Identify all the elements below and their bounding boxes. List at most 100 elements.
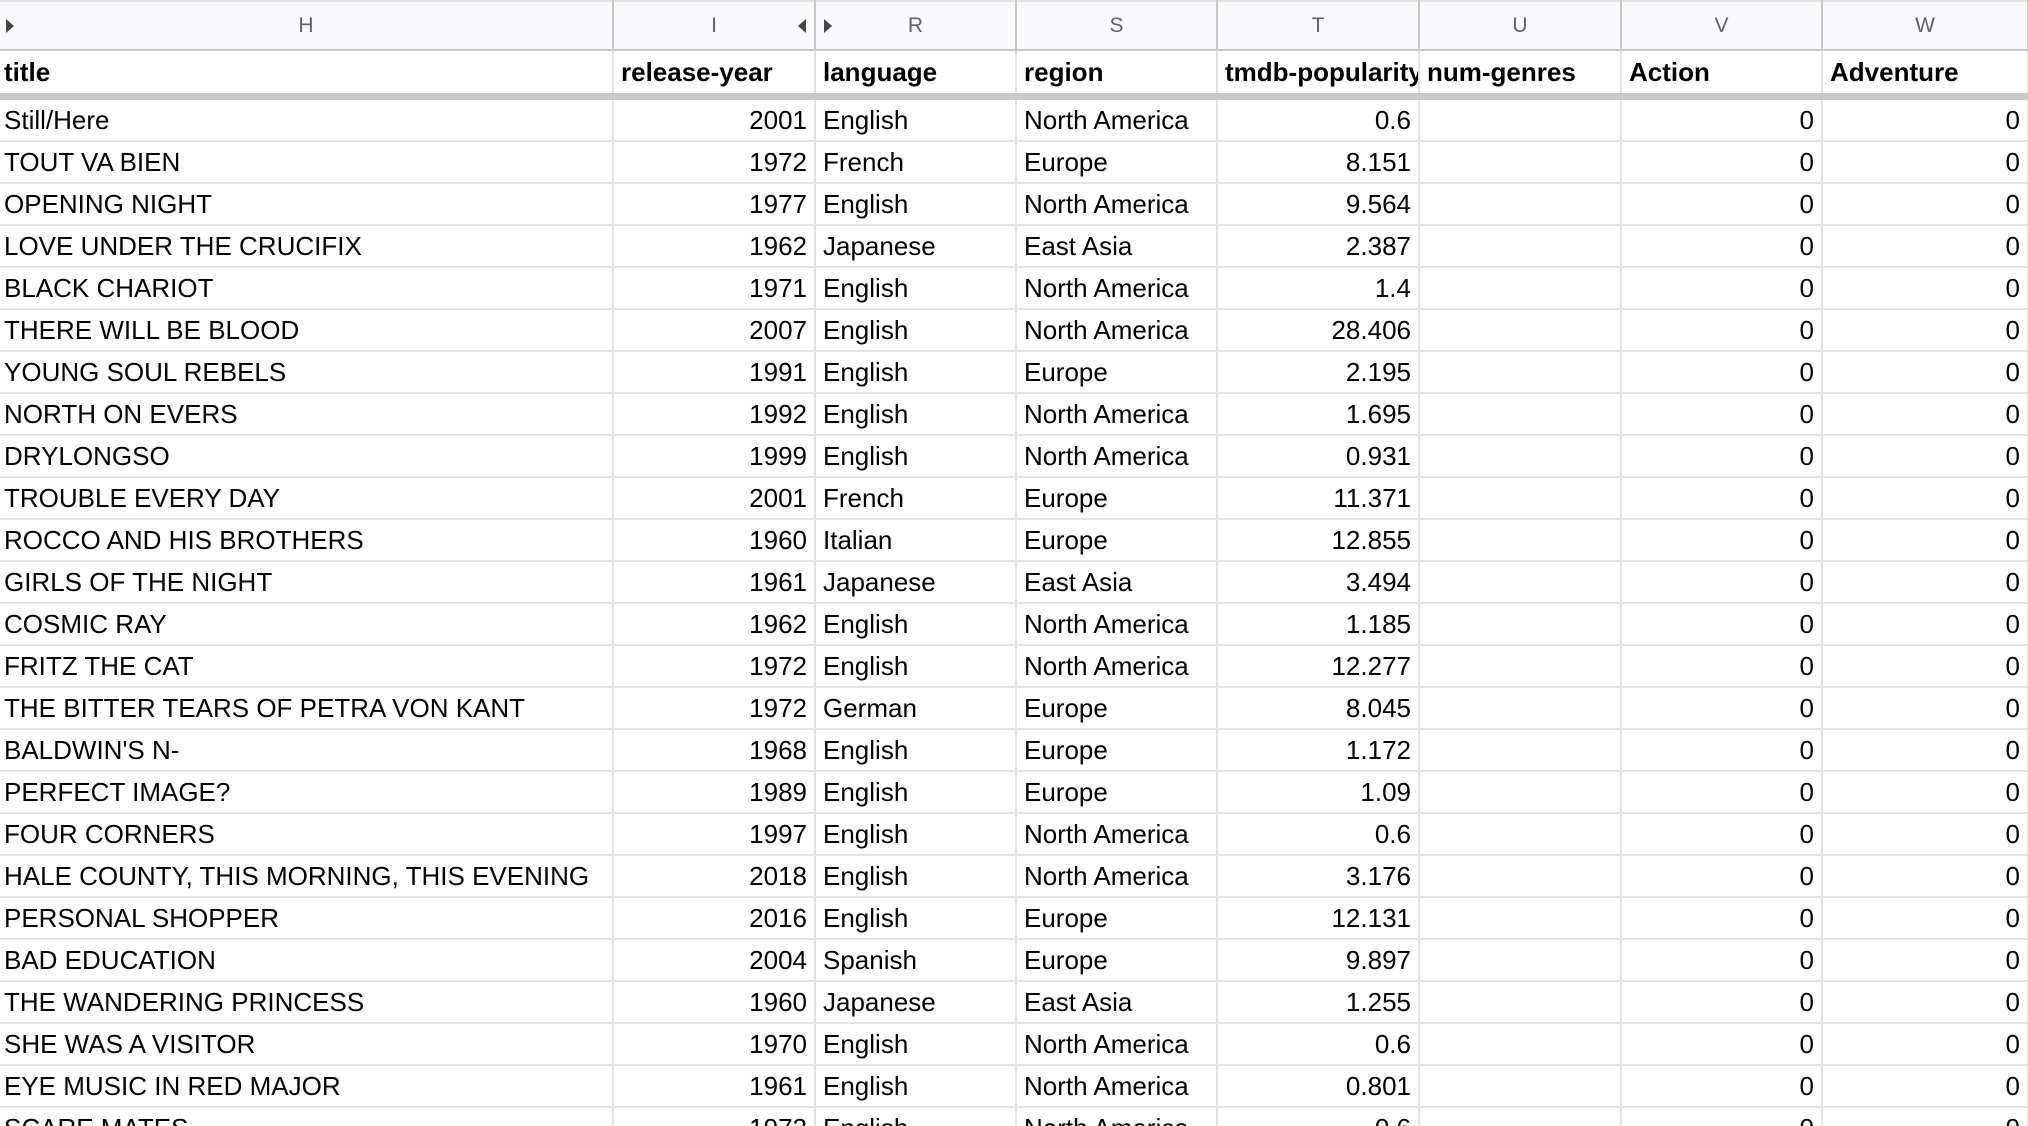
cell-title[interactable]: HALE COUNTY, THIS MORNING, THIS EVENING [0, 855, 614, 898]
cell-adventure[interactable]: 0 [1822, 309, 2028, 352]
cell-action[interactable]: 0 [1621, 687, 1823, 730]
cell-num-genres[interactable] [1419, 855, 1622, 898]
cell-num-genres[interactable] [1419, 267, 1622, 310]
cell-language[interactable]: English [815, 309, 1017, 352]
cell-title[interactable]: DRYLONGSO [0, 435, 614, 478]
cell-release-year[interactable]: 2016 [613, 897, 816, 940]
cell-release-year[interactable]: 1972 [613, 141, 816, 184]
cell-title[interactable]: FOUR CORNERS [0, 813, 614, 856]
cell-adventure[interactable]: 0 [1822, 645, 2028, 688]
cell-region[interactable]: East Asia [1016, 225, 1218, 268]
cell-title[interactable]: OPENING NIGHT [0, 183, 614, 226]
cell-action[interactable]: 0 [1621, 309, 1823, 352]
cell-num-genres[interactable] [1419, 603, 1622, 646]
cell-language[interactable]: English [815, 813, 1017, 856]
cell-num-genres[interactable] [1419, 183, 1622, 226]
cell-num-genres[interactable] [1419, 729, 1622, 772]
cell-language[interactable]: Spanish [815, 939, 1017, 982]
cell-region[interactable]: North America [1016, 309, 1218, 352]
cell-release-year[interactable]: 1989 [613, 771, 816, 814]
cell-num-genres[interactable] [1419, 939, 1622, 982]
cell-language[interactable]: English [815, 267, 1017, 310]
cell-tmdb-popularity[interactable]: 0.931 [1217, 435, 1420, 478]
column-header-r[interactable]: R [815, 0, 1017, 51]
cell-title[interactable]: PERSONAL SHOPPER [0, 897, 614, 940]
cell-action[interactable]: 0 [1621, 771, 1823, 814]
cell-release-year[interactable]: 1961 [613, 1065, 816, 1108]
cell-release-year[interactable]: 1992 [613, 393, 816, 436]
cell-tmdb-popularity[interactable]: 0.6 [1217, 1023, 1420, 1066]
column-header-s[interactable]: S [1016, 0, 1218, 51]
cell-language[interactable]: English [815, 393, 1017, 436]
header-cell-language[interactable]: language [815, 50, 1017, 100]
cell-tmdb-popularity[interactable]: 3.176 [1217, 855, 1420, 898]
cell-release-year[interactable]: 1961 [613, 561, 816, 604]
cell-tmdb-popularity[interactable]: 1.09 [1217, 771, 1420, 814]
cell-tmdb-popularity[interactable]: 9.897 [1217, 939, 1420, 982]
cell-title[interactable]: FRITZ THE CAT [0, 645, 614, 688]
cell-release-year[interactable]: 2018 [613, 855, 816, 898]
cell-language[interactable]: English [815, 855, 1017, 898]
cell-language[interactable]: French [815, 141, 1017, 184]
cell-release-year[interactable]: 2001 [613, 477, 816, 520]
cell-region[interactable]: North America [1016, 1023, 1218, 1066]
cell-region[interactable]: Europe [1016, 141, 1218, 184]
cell-adventure[interactable]: 0 [1822, 897, 2028, 940]
cell-title[interactable]: GIRLS OF THE NIGHT [0, 561, 614, 604]
cell-title[interactable]: PERFECT IMAGE? [0, 771, 614, 814]
cell-num-genres[interactable] [1419, 1065, 1622, 1108]
cell-tmdb-popularity[interactable]: 11.371 [1217, 477, 1420, 520]
cell-adventure[interactable]: 0 [1822, 225, 2028, 268]
cell-region[interactable]: Europe [1016, 771, 1218, 814]
cell-tmdb-popularity[interactable]: 2.195 [1217, 351, 1420, 394]
cell-adventure[interactable]: 0 [1822, 351, 2028, 394]
cell-action[interactable]: 0 [1621, 267, 1823, 310]
cell-release-year[interactable]: 2001 [613, 96, 816, 142]
cell-release-year[interactable]: 1972 [613, 687, 816, 730]
cell-num-genres[interactable] [1419, 96, 1622, 142]
cell-action[interactable]: 0 [1621, 729, 1823, 772]
header-cell-tmdb-popularity[interactable]: tmdb-popularity [1217, 50, 1420, 100]
expand-hidden-columns-icon[interactable] [824, 18, 832, 33]
cell-action[interactable]: 0 [1621, 435, 1823, 478]
cell-region[interactable]: North America [1016, 603, 1218, 646]
cell-language[interactable]: German [815, 687, 1017, 730]
header-cell-region[interactable]: region [1016, 50, 1218, 100]
cell-title[interactable]: ROCCO AND HIS BROTHERS [0, 519, 614, 562]
cell-action[interactable]: 0 [1621, 351, 1823, 394]
cell-title[interactable]: BALDWIN'S N- [0, 729, 614, 772]
cell-adventure[interactable]: 0 [1822, 855, 2028, 898]
cell-num-genres[interactable] [1419, 393, 1622, 436]
cell-tmdb-popularity[interactable]: 0.801 [1217, 1065, 1420, 1108]
cell-region[interactable]: North America [1016, 183, 1218, 226]
cell-release-year[interactable]: 1962 [613, 603, 816, 646]
cell-action[interactable]: 0 [1621, 855, 1823, 898]
cell-language[interactable]: Italian [815, 519, 1017, 562]
cell-region[interactable]: Europe [1016, 687, 1218, 730]
cell-adventure[interactable]: 0 [1822, 141, 2028, 184]
cell-release-year[interactable]: 1997 [613, 813, 816, 856]
cell-num-genres[interactable] [1419, 309, 1622, 352]
cell-title[interactable]: TROUBLE EVERY DAY [0, 477, 614, 520]
cell-language[interactable]: English [815, 1107, 1017, 1126]
cell-language[interactable]: French [815, 477, 1017, 520]
cell-language[interactable]: English [815, 183, 1017, 226]
cell-region[interactable]: East Asia [1016, 561, 1218, 604]
cell-adventure[interactable]: 0 [1822, 603, 2028, 646]
cell-language[interactable]: English [815, 1023, 1017, 1066]
column-header-t[interactable]: T [1217, 0, 1420, 51]
cell-tmdb-popularity[interactable]: 8.151 [1217, 141, 1420, 184]
header-cell-adventure[interactable]: Adventure [1822, 50, 2028, 100]
cell-language[interactable]: English [815, 435, 1017, 478]
cell-action[interactable]: 0 [1621, 939, 1823, 982]
cell-region[interactable]: Europe [1016, 729, 1218, 772]
cell-region[interactable]: Europe [1016, 477, 1218, 520]
cell-tmdb-popularity[interactable]: 9.564 [1217, 183, 1420, 226]
cell-action[interactable]: 0 [1621, 897, 1823, 940]
cell-title[interactable]: LOVE UNDER THE CRUCIFIX [0, 225, 614, 268]
cell-adventure[interactable]: 0 [1822, 477, 2028, 520]
column-header-i[interactable]: I [613, 0, 816, 51]
cell-title[interactable]: BAD EDUCATION [0, 939, 614, 982]
cell-adventure[interactable]: 0 [1822, 1023, 2028, 1066]
cell-release-year[interactable]: 1962 [613, 225, 816, 268]
